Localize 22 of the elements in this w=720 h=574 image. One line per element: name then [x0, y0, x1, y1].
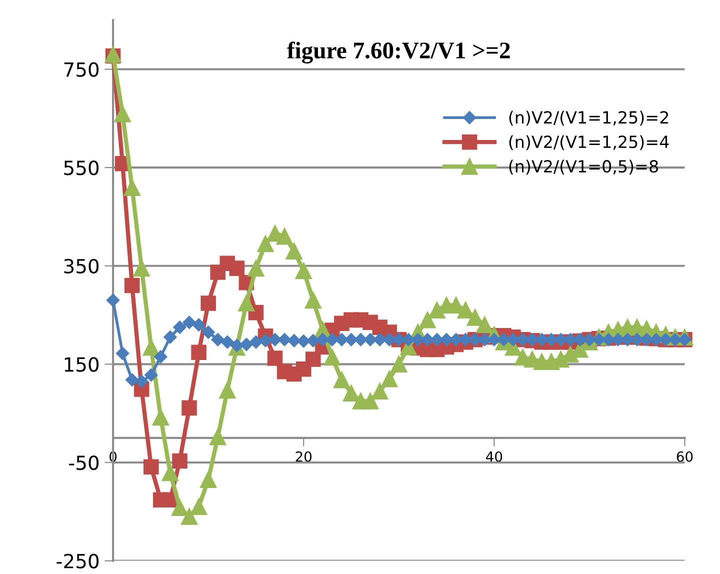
- point: [305, 352, 321, 367]
- point: [267, 350, 283, 366]
- y-tick-label: 350: [64, 258, 99, 274]
- legend-label: (n)V2/(V1=1,25)=4: [509, 135, 669, 150]
- text: figure 7.60:V2/V1 >=2: [287, 42, 510, 64]
- y-tick-label: 550: [64, 160, 99, 176]
- y-tick-label: 150: [64, 357, 99, 372]
- point: [229, 260, 245, 276]
- y-tick-label: -250: [56, 554, 99, 568]
- point: [200, 296, 216, 311]
- point: [124, 278, 140, 294]
- legend-label: (n)V2/(V1=0,5)=8: [509, 160, 658, 175]
- x-tick-label: 20: [296, 451, 312, 462]
- legend-label: (n)V2/(V1=1,25)=2: [509, 110, 668, 126]
- point: [191, 344, 206, 360]
- point: [144, 459, 159, 475]
- y-tick-label: 750: [64, 62, 99, 77]
- x-tick-label: 40: [486, 451, 502, 462]
- point: [172, 453, 188, 469]
- point: [182, 400, 197, 416]
- y-tick-label: -50: [69, 455, 99, 470]
- x-tick-label: 60: [676, 451, 693, 462]
